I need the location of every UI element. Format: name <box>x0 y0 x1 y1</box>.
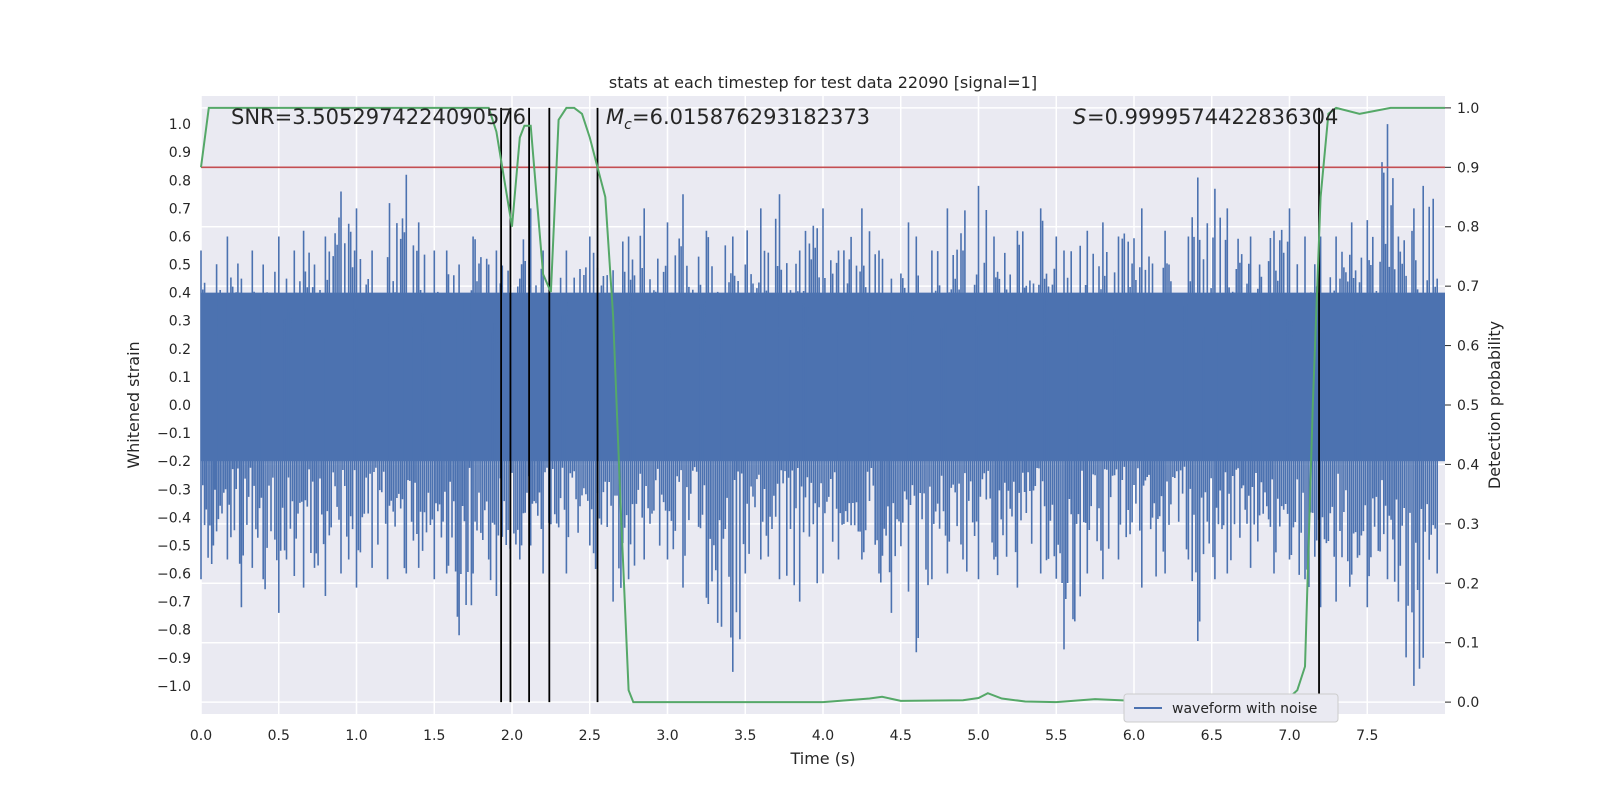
x-tick-label: 5.5 <box>1045 728 1067 744</box>
detection-probability-line <box>200 106 1445 704</box>
y-tick-label: 0.4 <box>169 286 191 302</box>
y2-tick-label: 0.7 <box>1457 279 1479 295</box>
y2-axis-label: Detection probability <box>1485 321 1504 489</box>
y-tick-label: 0.8 <box>169 173 191 189</box>
waveform-series <box>200 124 1445 686</box>
y2-tick-label: 0.0 <box>1457 695 1479 711</box>
y-tick-label: −0.7 <box>157 595 191 611</box>
y-tick-label: 0.1 <box>169 370 191 386</box>
y-tick-label: 1.0 <box>169 117 191 133</box>
chart-title: stats at each timestep for test data 220… <box>609 73 1037 92</box>
y2-tick-label: 0.6 <box>1457 339 1479 355</box>
mc-symbol: Mc <box>606 105 632 133</box>
legend-label: waveform with noise <box>1172 701 1317 717</box>
y-tick-label: −0.9 <box>157 651 191 667</box>
y-tick-label: 0.2 <box>169 342 191 358</box>
mc-annotation: Mc =6.015876293182373 <box>606 105 870 133</box>
y-tick-label: −0.4 <box>157 510 191 526</box>
y2-tick-label: 0.4 <box>1457 457 1479 473</box>
y2-tick-label: 0.3 <box>1457 517 1479 533</box>
y-tick-label: 0.5 <box>169 258 191 274</box>
y-tick-label: −0.1 <box>157 426 191 442</box>
x-tick-label: 2.5 <box>579 728 601 744</box>
y2-tick-label: 0.8 <box>1457 220 1479 236</box>
y2-tick-label: 0.2 <box>1457 576 1479 592</box>
s-annotation: S =0.9999574422836304 <box>1073 105 1338 129</box>
x-axis-label: Time (s) <box>789 749 855 768</box>
y2-tick-label: 1.0 <box>1457 101 1479 117</box>
y-tick-label: −0.6 <box>157 567 191 583</box>
mc-value: =6.015876293182373 <box>632 105 870 129</box>
x-tick-label: 4.5 <box>890 728 912 744</box>
y-tick-label: −0.5 <box>157 538 191 554</box>
x-tick-label: 6.5 <box>1201 728 1223 744</box>
x-tick-labels: 0.0 0.5 1.0 1.5 2.0 2.5 3.0 3.5 4.0 4.5 5.0 5.5 6.0 6… <box>190 728 1379 744</box>
x-tick-label: 7.0 <box>1278 728 1300 744</box>
s-value: =0.9999574422836304 <box>1087 105 1338 129</box>
waveform-spikes <box>200 124 1438 686</box>
x-tick-label: 0.0 <box>190 728 212 744</box>
y2-tick-labels: 1.0 0.9 0.8 0.7 0.6 0.5 0.4 0.3 0.2 0.1 0.0 <box>1445 101 1479 711</box>
detection-probability-series <box>200 106 1445 704</box>
y-tick-label: −0.3 <box>157 482 191 498</box>
y2-tick-label: 0.5 <box>1457 398 1479 414</box>
x-tick-label: 1.5 <box>423 728 445 744</box>
y-tick-labels: 1.0 0.9 0.8 0.7 0.6 0.5 0.4 0.3 0.2 0.1 0.0 −0.1 −0.… <box>157 117 191 695</box>
x-tick-label: 0.5 <box>268 728 290 744</box>
y-tick-label: −0.8 <box>157 623 191 639</box>
y-tick-label: 0.3 <box>169 314 191 330</box>
y-tick-label: 0.6 <box>169 229 191 245</box>
x-tick-label: 3.0 <box>656 728 678 744</box>
x-tick-label: 3.5 <box>734 728 756 744</box>
y-tick-label: 0.0 <box>169 398 191 414</box>
snr-annotation: SNR=3.5052974224090576 <box>231 105 526 129</box>
x-tick-label: 2.0 <box>501 728 523 744</box>
legend-box <box>1123 693 1339 723</box>
x-tick-label: 5.0 <box>967 728 989 744</box>
x-tick-label: 7.5 <box>1356 728 1378 744</box>
x-tick-label: 6.0 <box>1123 728 1145 744</box>
y-tick-label: −1.0 <box>157 679 191 695</box>
y-tick-label: 0.7 <box>169 201 191 217</box>
y-tick-label: −0.2 <box>157 454 191 470</box>
y2-tick-label: 0.9 <box>1457 160 1479 176</box>
y-tick-label: 0.9 <box>169 145 191 161</box>
y2-tick-label: 0.1 <box>1457 636 1479 652</box>
y-axis-label: Whitened strain <box>124 341 143 468</box>
x-tick-label: 1.0 <box>345 728 367 744</box>
x-tick-label: 4.0 <box>812 728 834 744</box>
s-symbol: S <box>1073 105 1086 129</box>
vertical-markers <box>500 107 1320 703</box>
legend: waveform with noise <box>1123 693 1339 723</box>
